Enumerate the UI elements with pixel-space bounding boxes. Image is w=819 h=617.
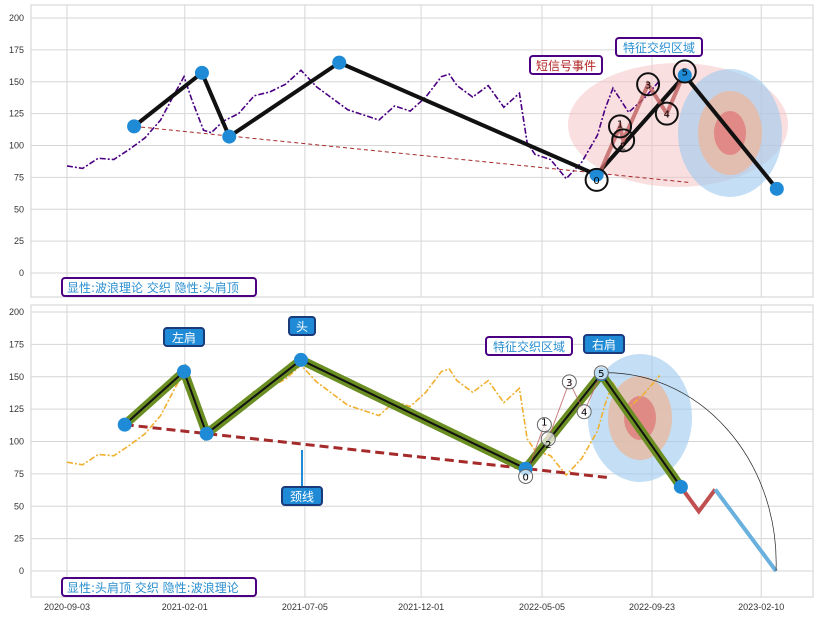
- y-tick-label: 50: [14, 501, 24, 511]
- right-shoulder-label: 右肩: [592, 337, 616, 352]
- y-tick-label: 100: [9, 141, 24, 151]
- wave-label: 2: [545, 440, 551, 451]
- caption-box: [61, 577, 257, 597]
- y-tick-label: 0: [19, 268, 24, 278]
- wave-line: [594, 70, 687, 181]
- y-tick-label: 125: [9, 109, 24, 119]
- feature-region-box: [615, 37, 703, 57]
- wave-label: 4: [581, 408, 587, 419]
- y-tick-label: 150: [9, 372, 24, 382]
- y-tick-label: 100: [9, 437, 24, 447]
- wave-marker: [611, 128, 636, 153]
- left-shoulder-label: 左肩: [172, 330, 196, 345]
- x-tick-label: 2021-12-01: [398, 602, 444, 612]
- zigzag-point: [677, 68, 692, 83]
- zigzag-point: [673, 479, 688, 494]
- zigzag-point: [177, 364, 191, 379]
- caption-text: 显性:波浪理论 交织 隐性:头肩顶: [67, 280, 239, 295]
- wave-marker: [636, 72, 661, 97]
- y-tick-label: 75: [14, 469, 24, 479]
- projection-red: [679, 485, 717, 515]
- y-tick-label: 175: [9, 45, 24, 55]
- feature-region-inner: [624, 396, 656, 440]
- signal-event-box: [529, 55, 603, 75]
- zigzag-point: [222, 129, 237, 144]
- zigzag-point: [194, 65, 209, 80]
- wave-label: 5: [598, 369, 604, 380]
- neckline-box: [281, 486, 323, 506]
- y-tick-label: 75: [14, 172, 24, 182]
- zigzag-point: [117, 417, 132, 432]
- zigzag-point: [127, 119, 142, 134]
- price-line: [66, 363, 661, 477]
- y-tick-label: 200: [9, 13, 24, 23]
- signal-event-label: 短信号事件: [536, 59, 596, 73]
- head-label: 头: [296, 320, 308, 334]
- x-tick-label: 2022-05-05: [519, 602, 565, 612]
- wave-label: 4: [664, 110, 670, 121]
- wave-label: 3: [566, 378, 572, 389]
- feature-region-label: 特征交织区域: [493, 339, 565, 354]
- wave-marker: [518, 468, 534, 484]
- wave-marker: [654, 101, 679, 126]
- zigzag-point: [769, 181, 784, 196]
- plot-area: [30, 304, 814, 598]
- wave-marker: [576, 404, 592, 420]
- wave-marker: [536, 417, 552, 433]
- wave-label: 3: [645, 80, 651, 91]
- wave-marker: [540, 431, 556, 447]
- y-tick-label: 25: [14, 236, 24, 246]
- x-tick-label: 2022-09-23: [629, 602, 675, 612]
- x-tick-label: 2023-02-10: [738, 602, 784, 612]
- zigzag-point: [199, 426, 214, 441]
- wave-label: 2: [620, 141, 626, 152]
- zigzag-point: [332, 55, 347, 70]
- y-tick-label: 0: [19, 566, 24, 576]
- wave-marker: [584, 167, 609, 192]
- y-tick-label: 50: [14, 204, 24, 214]
- x-tick-label: 2020-09-03: [44, 602, 90, 612]
- wave-label: 0: [593, 176, 599, 187]
- wave-label: 5: [682, 68, 688, 79]
- y-tick-label: 150: [9, 77, 24, 87]
- projection-blue: [713, 488, 778, 573]
- y-tick-label: 25: [14, 534, 24, 544]
- feature-region-label: 特征交织区域: [623, 40, 695, 55]
- zigzag-point: [589, 167, 604, 182]
- x-tick-label: 2021-07-05: [282, 602, 328, 612]
- wave-marker: [593, 365, 609, 381]
- y-tick-label: 200: [9, 307, 24, 317]
- y-tick-label: 125: [9, 404, 24, 414]
- wave-marker: [672, 59, 697, 84]
- y-tick-label: 175: [9, 339, 24, 349]
- caption-text: 显性:头肩顶 交织 隐性:波浪理论: [67, 580, 239, 595]
- zigzag-point: [294, 352, 308, 367]
- panel-top: 0 25 50 75 100 125 150 175 200 0 1 2 3 4 5 显性:波浪理论 交织 隐…: [9, 4, 814, 298]
- wave-marker: [608, 114, 633, 139]
- left-shoulder-box: [163, 327, 205, 347]
- projection-arc: [601, 372, 777, 572]
- caption-box: [61, 277, 257, 297]
- wave-label: 1: [617, 119, 623, 130]
- head-box: [288, 316, 316, 336]
- price-line: [66, 69, 661, 180]
- wave-marker: [561, 374, 577, 390]
- x-tick-label: 2021-02-01: [162, 602, 208, 612]
- feature-region-box: [485, 336, 573, 356]
- wave-label: 0: [522, 472, 528, 483]
- wave-label: 1: [541, 418, 547, 429]
- neckline-label: 颈线: [290, 490, 314, 504]
- right-shoulder-box: [583, 334, 625, 354]
